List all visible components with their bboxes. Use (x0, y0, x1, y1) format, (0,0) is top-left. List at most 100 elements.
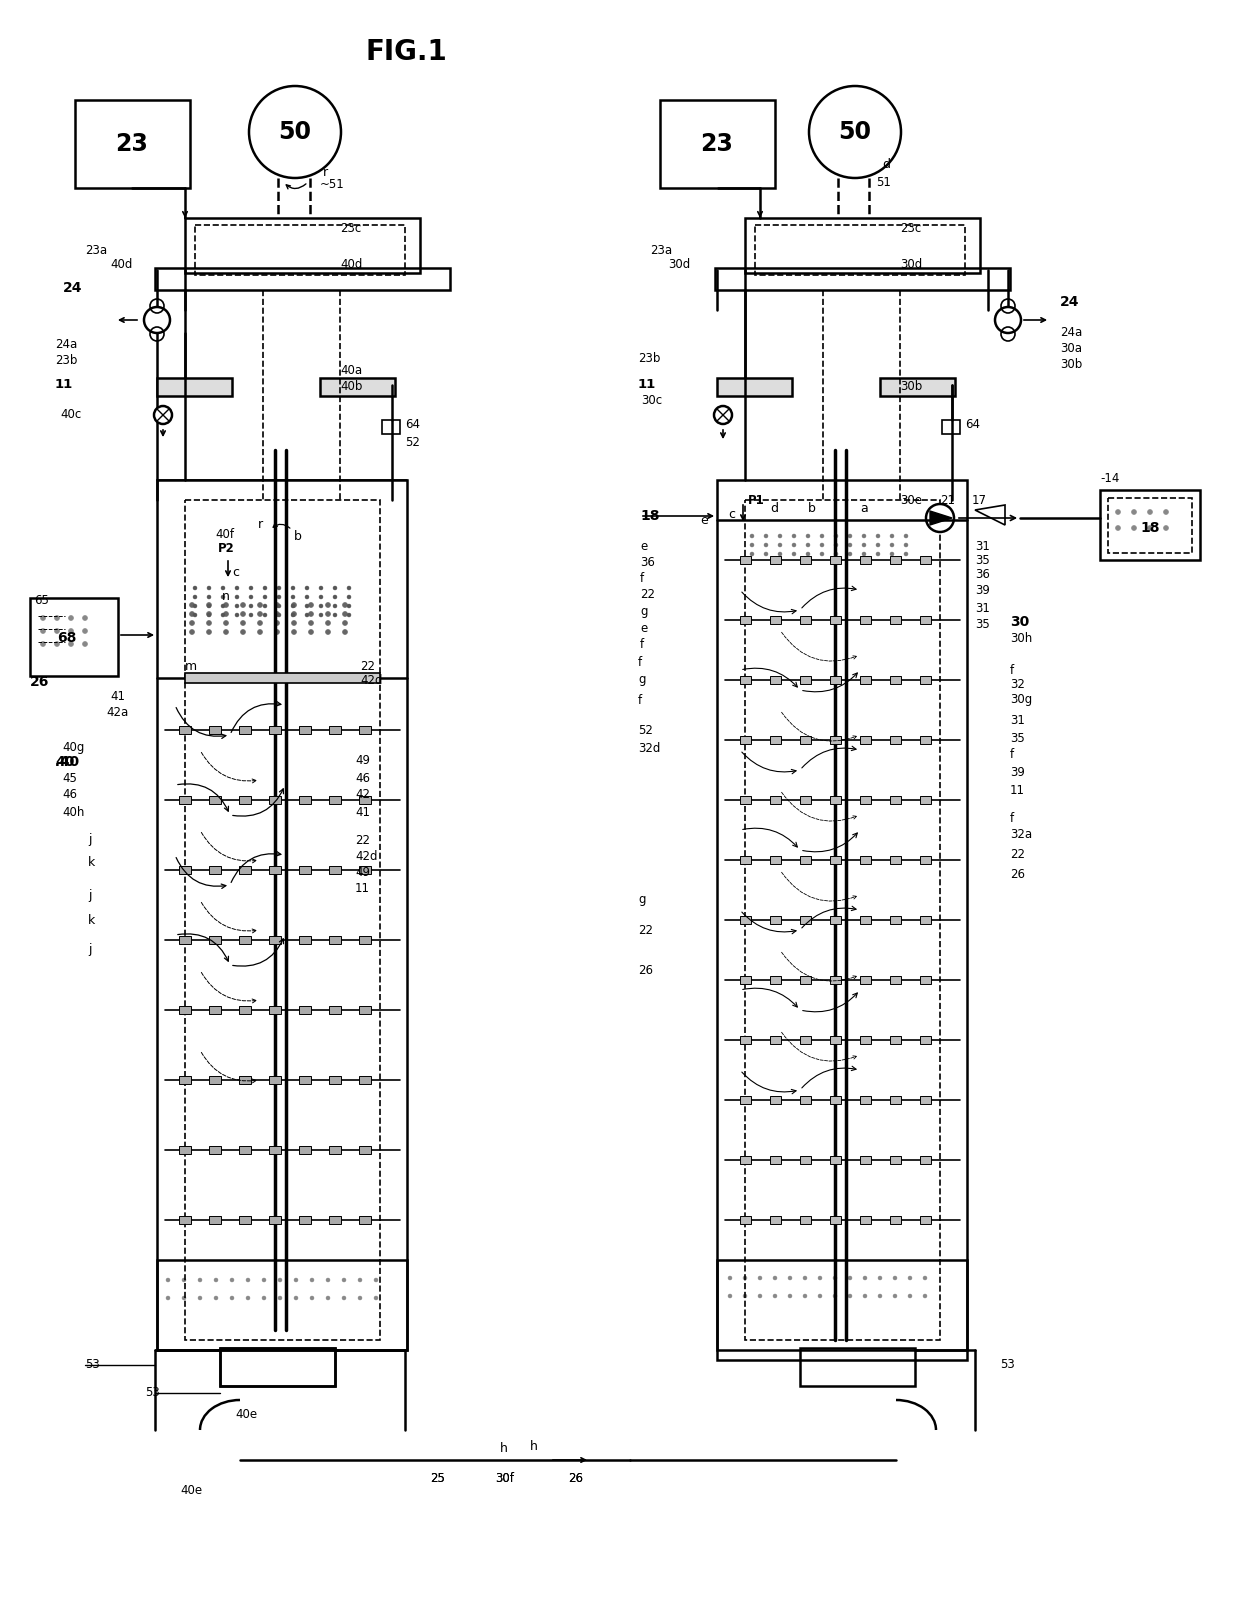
Bar (890, 855, 901, 863)
Circle shape (221, 586, 224, 591)
Circle shape (777, 534, 782, 537)
Circle shape (342, 602, 347, 607)
Bar (179, 796, 191, 804)
Bar (219, 1348, 335, 1386)
Bar (942, 420, 960, 434)
Circle shape (263, 586, 267, 591)
Bar (239, 867, 250, 875)
Circle shape (758, 1277, 763, 1280)
Bar (360, 726, 371, 734)
Circle shape (274, 602, 279, 607)
Bar (740, 736, 751, 744)
Circle shape (787, 1277, 792, 1280)
Bar (770, 796, 781, 804)
Circle shape (41, 615, 46, 620)
Circle shape (229, 1278, 234, 1282)
Bar (157, 378, 232, 395)
Bar (239, 1215, 250, 1223)
Bar (210, 1077, 221, 1085)
Bar (890, 1036, 901, 1044)
Circle shape (773, 1294, 777, 1298)
Circle shape (326, 1296, 330, 1299)
Bar (830, 855, 841, 863)
Circle shape (908, 1277, 911, 1280)
Text: 53: 53 (999, 1359, 1014, 1372)
Bar (269, 1215, 281, 1223)
Circle shape (848, 552, 852, 555)
Text: j: j (88, 833, 92, 846)
Text: 32a: 32a (1011, 828, 1032, 841)
Circle shape (325, 602, 331, 607)
Text: n: n (222, 589, 229, 602)
Bar (74, 100, 190, 187)
Circle shape (277, 604, 281, 608)
Bar (210, 796, 221, 804)
Text: 40h: 40h (62, 805, 84, 818)
Circle shape (305, 586, 309, 591)
Text: 36: 36 (975, 568, 990, 581)
Bar (179, 1077, 191, 1085)
Circle shape (236, 613, 239, 617)
Text: 35: 35 (975, 554, 990, 567)
Circle shape (862, 542, 866, 547)
Circle shape (258, 629, 263, 634)
Bar (920, 555, 931, 563)
Bar (239, 1077, 250, 1085)
Circle shape (342, 612, 347, 617)
Bar (155, 268, 450, 291)
Text: 30b: 30b (900, 381, 923, 394)
Circle shape (215, 1296, 218, 1299)
Text: a: a (861, 502, 868, 515)
Bar (717, 1261, 967, 1349)
Circle shape (236, 604, 239, 608)
Bar (740, 555, 751, 563)
Text: 24a: 24a (1060, 326, 1083, 339)
Circle shape (246, 1296, 250, 1299)
Bar (800, 1156, 811, 1164)
Circle shape (792, 552, 796, 555)
Circle shape (1131, 510, 1137, 515)
Bar (861, 796, 870, 804)
Bar (360, 936, 371, 944)
Circle shape (334, 604, 337, 608)
Text: 11: 11 (55, 379, 73, 392)
Bar (219, 1348, 335, 1386)
Circle shape (806, 552, 810, 555)
Circle shape (291, 586, 295, 591)
Bar (210, 867, 221, 875)
Circle shape (326, 1278, 330, 1282)
Circle shape (278, 1296, 281, 1299)
Circle shape (249, 604, 253, 608)
Text: 42a: 42a (105, 705, 128, 718)
Bar (861, 617, 870, 625)
Bar (740, 796, 751, 804)
Circle shape (806, 542, 810, 547)
Circle shape (223, 620, 228, 626)
Circle shape (193, 604, 197, 608)
Circle shape (291, 596, 295, 599)
Text: 18: 18 (1141, 521, 1159, 534)
Circle shape (294, 1296, 298, 1299)
Bar (660, 100, 775, 187)
Text: 22: 22 (639, 923, 653, 936)
Text: 31: 31 (975, 602, 990, 615)
Circle shape (236, 586, 239, 591)
Bar (360, 1215, 371, 1223)
Bar (770, 736, 781, 744)
Text: f: f (1011, 663, 1014, 676)
Text: 40g: 40g (62, 741, 84, 754)
Text: 30e: 30e (900, 494, 923, 507)
Bar (740, 855, 751, 863)
Bar (715, 268, 1011, 291)
Circle shape (890, 552, 894, 555)
Circle shape (190, 602, 195, 607)
Bar (299, 1006, 311, 1014)
Bar (717, 479, 967, 1361)
Text: 26: 26 (30, 675, 50, 689)
Text: 24a: 24a (55, 339, 77, 352)
Circle shape (182, 1296, 186, 1299)
Circle shape (835, 534, 838, 537)
Circle shape (875, 552, 880, 555)
Bar (179, 867, 191, 875)
Bar (830, 736, 841, 744)
